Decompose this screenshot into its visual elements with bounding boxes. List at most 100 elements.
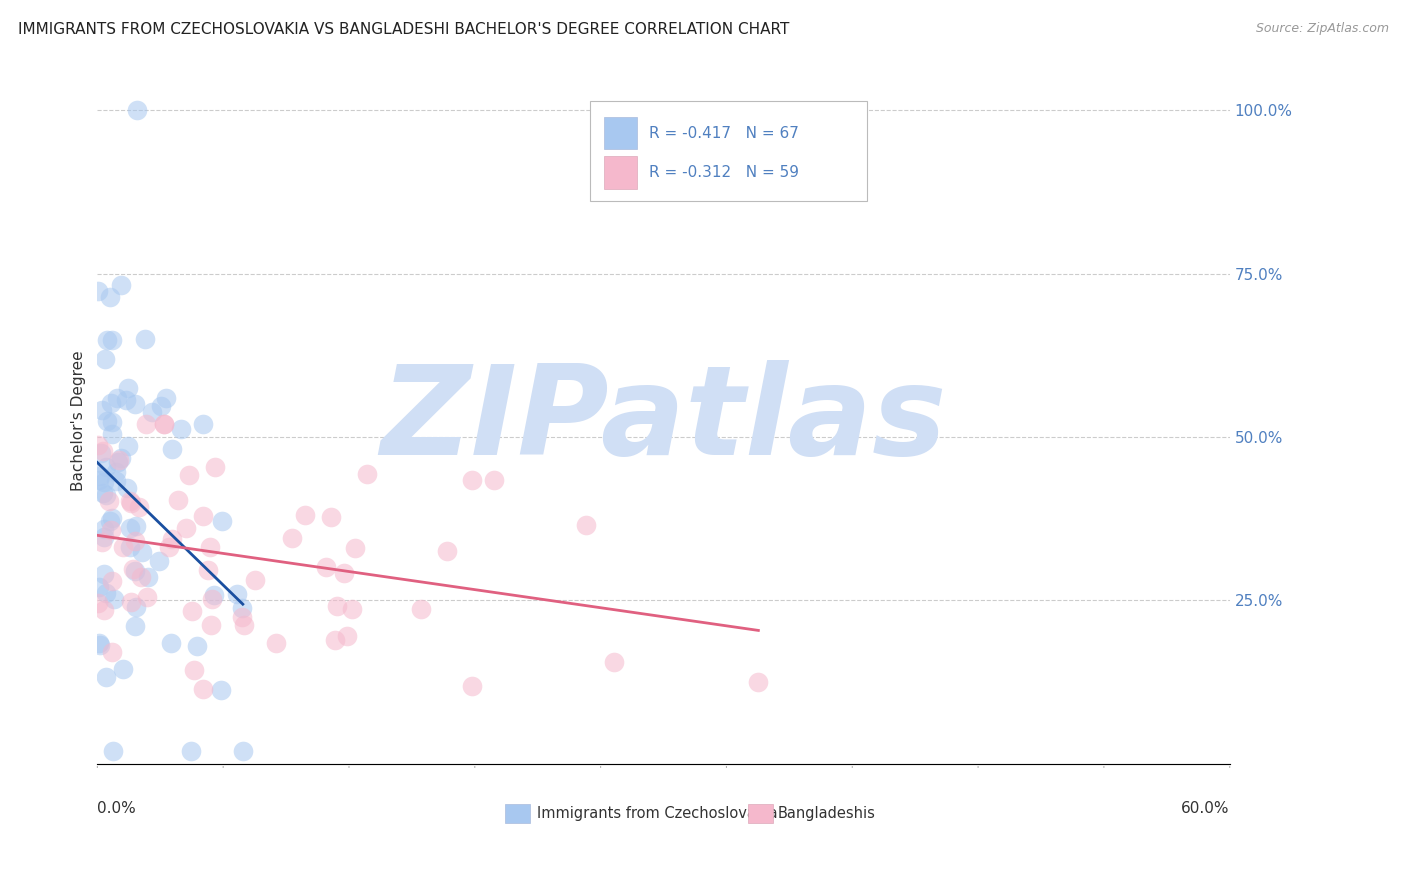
Point (197, 563, 219, 577)
Point (177, 468, 200, 483)
Point (100, 415, 122, 429)
Point (183, 663, 205, 677)
Point (226, 587, 249, 601)
Point (747, 674, 769, 689)
Point (166, 493, 188, 508)
Bar (505, 805, 530, 823)
Point (94, 488, 117, 502)
Point (200, 617, 222, 632)
Text: R = -0.417   N = 67: R = -0.417 N = 67 (648, 126, 799, 141)
Point (93, 443, 115, 458)
Point (191, 682, 214, 697)
Point (100, 574, 122, 589)
Point (209, 683, 232, 698)
Point (264, 635, 287, 649)
Point (90, 445, 112, 459)
Point (100, 511, 122, 525)
Point (124, 618, 146, 632)
Point (93, 475, 115, 490)
Point (157, 540, 180, 554)
Point (460, 679, 482, 693)
Point (90, 402, 112, 417)
Point (181, 604, 204, 618)
Point (231, 601, 253, 615)
Point (87, 285, 110, 299)
Point (211, 514, 233, 528)
Point (343, 541, 366, 556)
Point (245, 574, 267, 588)
Point (117, 439, 139, 453)
Point (153, 417, 176, 431)
Point (315, 560, 337, 574)
Point (124, 397, 146, 411)
Point (460, 473, 482, 487)
Text: IMMIGRANTS FROM CZECHOSLOVAKIA VS BANGLADESHI BACHELOR'S DEGREE CORRELATION CHAR: IMMIGRANTS FROM CZECHOSLOVAKIA VS BANGLA… (18, 22, 790, 37)
Point (120, 496, 142, 510)
Point (125, 103, 148, 117)
Point (93, 602, 115, 616)
Point (201, 591, 224, 606)
Point (323, 632, 346, 647)
Point (117, 481, 139, 495)
Point (319, 510, 342, 524)
Point (356, 467, 378, 482)
Point (148, 554, 170, 568)
Point (100, 645, 122, 659)
Point (105, 475, 128, 489)
Point (436, 544, 458, 558)
Bar (748, 805, 773, 823)
Point (91, 486, 114, 500)
Point (98, 290, 121, 304)
Point (108, 452, 131, 467)
Point (204, 460, 226, 475)
Point (87, 596, 110, 610)
Point (198, 541, 221, 555)
Point (294, 508, 316, 523)
Point (101, 744, 124, 758)
Point (87, 473, 110, 487)
Point (124, 534, 146, 549)
Point (602, 655, 624, 669)
Text: Bangladeshis: Bangladeshis (778, 806, 876, 822)
Point (162, 532, 184, 546)
Point (96, 670, 118, 684)
Text: Source: ZipAtlas.com: Source: ZipAtlas.com (1256, 22, 1389, 36)
Point (101, 426, 124, 441)
Point (105, 391, 128, 405)
Point (117, 381, 139, 395)
Point (134, 332, 156, 346)
Point (326, 599, 349, 613)
Point (89, 636, 111, 650)
Point (193, 417, 215, 431)
Point (89, 581, 111, 595)
Point (131, 545, 153, 559)
Point (89, 638, 111, 652)
Point (150, 399, 173, 413)
Point (141, 404, 163, 418)
Point (232, 744, 254, 758)
Text: R = -0.312   N = 59: R = -0.312 N = 59 (648, 165, 799, 179)
Point (118, 493, 141, 508)
Point (411, 601, 433, 615)
Point (120, 595, 142, 609)
Text: 60.0%: 60.0% (1181, 802, 1230, 816)
Point (118, 521, 141, 535)
Point (87, 438, 110, 452)
Point (186, 639, 208, 653)
Point (107, 455, 129, 469)
Point (110, 277, 132, 292)
Point (111, 662, 134, 676)
Point (138, 569, 160, 583)
Point (174, 521, 197, 535)
Point (124, 565, 146, 579)
Point (335, 629, 357, 643)
Point (125, 600, 148, 615)
Point (120, 540, 142, 554)
Point (128, 500, 150, 515)
Point (333, 566, 356, 580)
Point (202, 589, 225, 603)
Point (160, 442, 183, 457)
Point (93, 522, 115, 536)
Point (114, 392, 136, 407)
Point (94, 460, 117, 475)
